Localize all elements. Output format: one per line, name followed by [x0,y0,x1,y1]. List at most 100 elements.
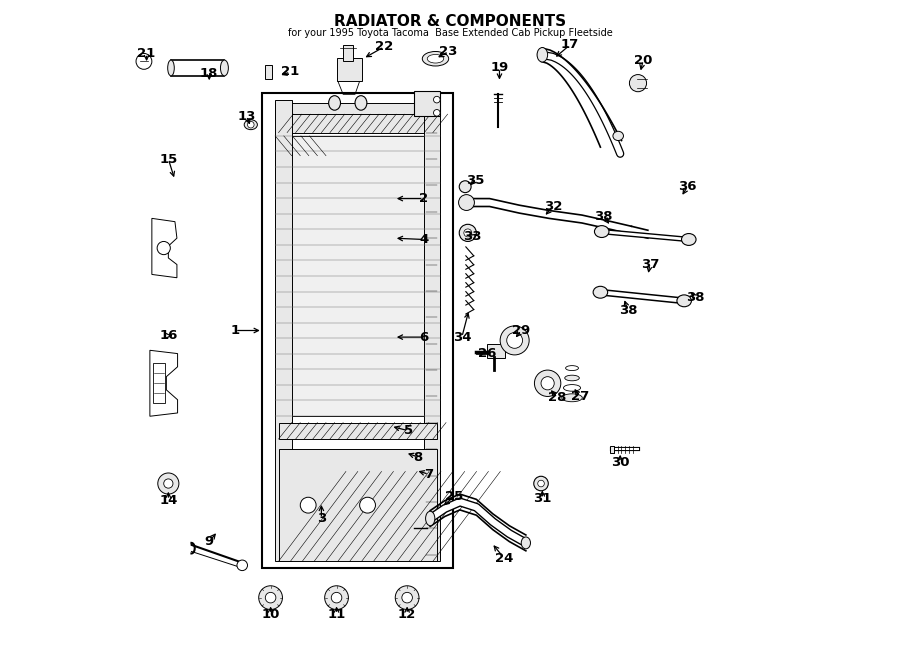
Circle shape [164,479,173,488]
Text: 34: 34 [453,330,471,344]
Text: 17: 17 [561,38,580,52]
Text: 26: 26 [478,347,496,360]
Circle shape [136,54,152,69]
Text: 19: 19 [491,61,508,75]
Text: 33: 33 [464,230,482,243]
Text: 28: 28 [548,391,567,405]
Circle shape [434,97,440,103]
Circle shape [541,377,554,390]
Circle shape [459,180,471,192]
Text: 12: 12 [398,607,417,621]
Text: 38: 38 [686,291,705,304]
Ellipse shape [681,233,696,245]
Ellipse shape [521,537,530,549]
Bar [337,58,362,81]
Circle shape [535,370,561,397]
Text: 9: 9 [204,535,214,548]
Text: 7: 7 [424,468,434,481]
Ellipse shape [244,120,257,130]
Text: 38: 38 [594,210,613,223]
Text: 3: 3 [317,512,326,525]
Circle shape [459,224,476,241]
Ellipse shape [593,286,608,298]
Polygon shape [150,350,177,416]
Ellipse shape [595,225,609,237]
Text: for your 1995 Toyota Tacoma  Base Extended Cab Pickup Fleetside: for your 1995 Toyota Tacoma Base Extende… [288,28,612,38]
Circle shape [464,229,472,237]
Ellipse shape [564,375,580,381]
Text: 20: 20 [634,54,652,67]
Ellipse shape [167,60,175,76]
Bar [343,45,353,61]
Circle shape [266,592,276,603]
Circle shape [534,477,548,490]
Circle shape [258,586,283,609]
Circle shape [459,194,474,210]
Ellipse shape [537,48,547,62]
Text: 4: 4 [419,233,428,246]
Text: 1: 1 [230,324,239,337]
Ellipse shape [565,366,579,371]
Bar [609,446,614,453]
Ellipse shape [677,295,691,307]
Circle shape [237,560,248,570]
Bar [278,422,436,439]
Text: 18: 18 [200,67,219,80]
Bar [262,93,454,568]
Text: 36: 36 [679,180,697,193]
Circle shape [507,332,523,348]
Bar [275,100,292,561]
Text: 16: 16 [159,329,177,342]
Bar [278,449,436,561]
Ellipse shape [328,96,340,110]
Text: 5: 5 [404,424,413,438]
Text: RADIATOR & COMPONENTS: RADIATOR & COMPONENTS [334,14,566,29]
Text: 21: 21 [281,65,300,79]
Text: 6: 6 [419,330,428,344]
Bar [266,65,272,79]
Bar [487,344,506,358]
Text: 27: 27 [571,390,590,403]
Circle shape [331,592,342,603]
Polygon shape [278,114,436,133]
Text: 15: 15 [159,153,177,165]
Circle shape [248,122,254,128]
Circle shape [301,497,316,513]
Circle shape [158,241,170,254]
Ellipse shape [563,385,580,391]
Circle shape [537,481,544,487]
Circle shape [434,110,440,116]
Text: 32: 32 [544,200,562,213]
Ellipse shape [426,511,435,525]
Bar [153,364,165,403]
Text: 30: 30 [611,456,629,469]
Text: 29: 29 [512,324,530,337]
Bar [414,91,440,116]
Text: 35: 35 [466,174,484,186]
Text: 14: 14 [159,494,177,506]
Circle shape [158,473,179,494]
Ellipse shape [422,52,449,66]
Text: 23: 23 [439,45,458,58]
Text: 11: 11 [328,607,346,621]
Circle shape [325,586,348,609]
Text: 22: 22 [375,40,393,54]
Circle shape [395,586,419,609]
Polygon shape [275,103,440,120]
Circle shape [629,75,646,92]
Circle shape [401,592,412,603]
Text: 37: 37 [641,258,659,271]
Ellipse shape [355,96,367,110]
Text: 21: 21 [138,47,156,60]
Text: 10: 10 [261,607,280,621]
Ellipse shape [562,394,582,402]
Text: 13: 13 [238,110,256,123]
Text: 8: 8 [414,451,423,463]
Circle shape [360,497,375,513]
Ellipse shape [613,132,624,141]
Text: 24: 24 [495,551,513,564]
Text: 2: 2 [419,192,428,205]
Ellipse shape [428,54,444,63]
Bar [424,100,440,561]
Text: 38: 38 [619,304,637,317]
